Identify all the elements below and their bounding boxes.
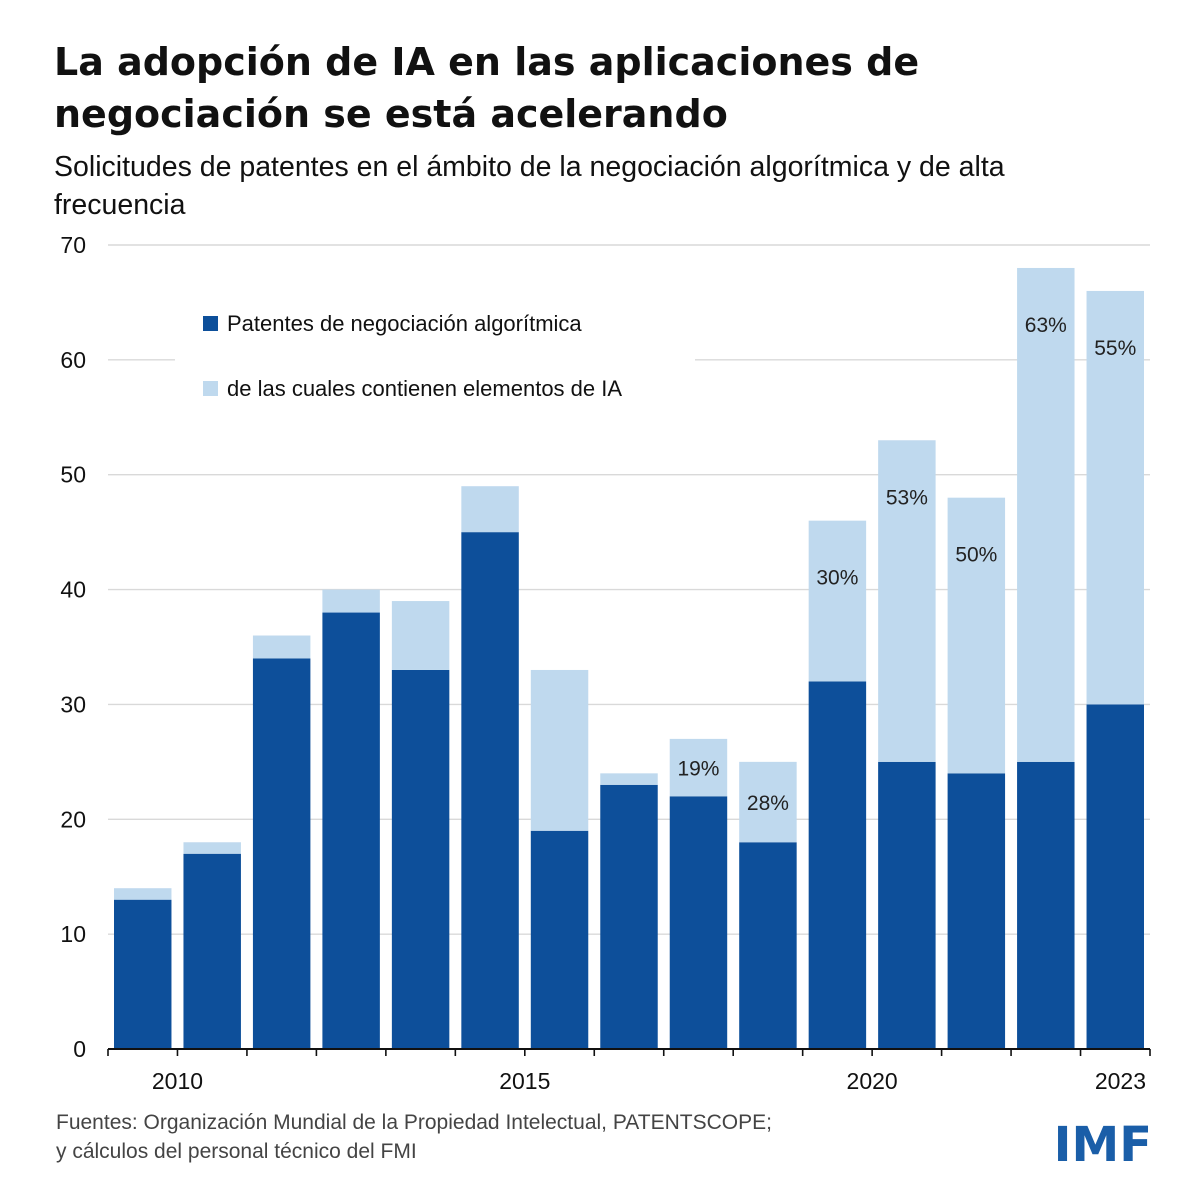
- bar-ai-2012: [322, 589, 380, 613]
- x-tick-label: 2010: [152, 1068, 203, 1094]
- bar-algorithmic-2018: [739, 842, 797, 1049]
- annotation-percent: 50%: [955, 544, 997, 567]
- bar-ai-2017: [669, 738, 728, 797]
- bar-algorithmic-2022: [1017, 761, 1075, 1049]
- source-line-1: Fuentes: Organización Mundial de la Prop…: [56, 1111, 772, 1134]
- bar-algorithmic-2013: [391, 669, 450, 1049]
- x-tick-label: 2020: [847, 1068, 898, 1094]
- y-tick-label: 60: [60, 347, 86, 373]
- bar-algorithmic-2020: [878, 761, 936, 1049]
- bar-algorithmic-2021: [947, 773, 1006, 1049]
- bar-algorithmic-2011: [252, 658, 311, 1049]
- bar-ai-2023: [1086, 290, 1144, 705]
- bar-algorithmic-2017: [669, 796, 728, 1049]
- bar-ai-2021: [947, 497, 1006, 774]
- bar-ai-2022: [1017, 267, 1075, 762]
- y-tick-label: 0: [73, 1036, 86, 1062]
- bar-algorithmic-2016: [600, 784, 658, 1049]
- bar-ai-2009: [114, 888, 172, 900]
- bar-ai-2013: [391, 601, 450, 670]
- y-tick-label: 70: [60, 232, 86, 258]
- x-tick-label: 2023: [1095, 1068, 1146, 1094]
- annotation-percent: 28%: [747, 792, 789, 815]
- bar-algorithmic-2012: [322, 612, 380, 1049]
- bar-algorithmic-2019: [808, 681, 867, 1049]
- bar-ai-2011: [252, 635, 311, 659]
- bar-ai-2016: [600, 773, 658, 785]
- y-tick-label: 20: [60, 806, 86, 832]
- bar-algorithmic-2023: [1086, 704, 1144, 1049]
- annotation-percent: 30%: [816, 567, 858, 590]
- bar-ai-2018: [739, 761, 797, 843]
- x-tick-label: 2015: [499, 1068, 550, 1094]
- bar-algorithmic-2015: [530, 830, 589, 1049]
- stacked-bar-chart: 0 10 20 30 40 50 60 70 2010 2015 2020 2023 19% 28% 30%…: [60, 232, 1151, 1094]
- y-tick-label: 50: [60, 462, 86, 488]
- source-note: Fuentes: Organización Mundial de la Prop…: [56, 1108, 956, 1166]
- bar-algorithmic-2014: [461, 532, 519, 1049]
- bar-ai-2020: [878, 440, 936, 762]
- legend-label-ai: de las cuales contienen elementos de IA: [227, 376, 622, 401]
- imf-logo: IMF: [1054, 1118, 1152, 1166]
- bar-algorithmic-2010: [183, 853, 241, 1049]
- y-tick-label: 30: [60, 691, 86, 717]
- imf-logo-text: IMF: [1054, 1118, 1152, 1166]
- annotation-percent: 55%: [1094, 337, 1136, 360]
- bar-ai-2019: [808, 520, 867, 682]
- chart-title: La adopción de IA en las aplicaciones de…: [54, 40, 920, 136]
- annotation-percent: 19%: [677, 758, 719, 781]
- bar-ai-2015: [530, 669, 589, 831]
- legend-swatch-algorithmic: [203, 316, 218, 331]
- bar-ai-2010: [183, 842, 241, 854]
- legend-label-algorithmic: Patentes de negociación algorítmica: [227, 311, 582, 336]
- chart-subtitle: Solicitudes de patentes en el ámbito de …: [54, 151, 1005, 221]
- y-tick-label: 40: [60, 577, 86, 603]
- bar-ai-2014: [461, 486, 519, 533]
- legend-background: [175, 290, 695, 415]
- legend-swatch-ai: [203, 381, 218, 396]
- annotation-percent: 63%: [1025, 314, 1067, 337]
- source-line-2: y cálculos del personal técnico del FMI: [56, 1140, 417, 1163]
- y-tick-label: 10: [60, 921, 86, 947]
- bar-algorithmic-2009: [114, 899, 172, 1049]
- annotation-percent: 53%: [886, 486, 928, 509]
